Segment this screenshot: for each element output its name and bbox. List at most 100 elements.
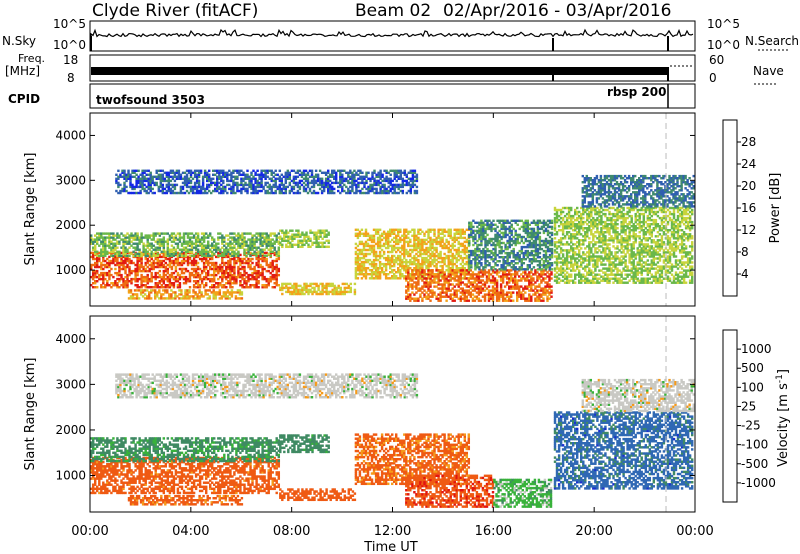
power-cell [118, 236, 121, 239]
power-cell [152, 263, 155, 267]
power-cell [104, 277, 107, 281]
power-cell [395, 179, 398, 183]
power-cell [96, 263, 99, 267]
power-cell [205, 277, 208, 281]
power-cell [132, 277, 135, 281]
power-cell [108, 234, 111, 237]
power-cell [106, 236, 109, 239]
power-cell [108, 246, 111, 249]
power-cell [128, 240, 131, 243]
power-cell [221, 284, 224, 287]
power-cell [275, 263, 278, 267]
power-cell [116, 250, 119, 254]
power-cell [325, 245, 328, 249]
power-cell [118, 265, 121, 269]
power-cell [273, 277, 276, 281]
power-cell [127, 169, 130, 173]
power-cell [186, 269, 190, 273]
power-cell [129, 289, 133, 292]
power-cell [134, 242, 137, 245]
power-cell [503, 285, 507, 288]
power-cell [166, 289, 169, 292]
power-cell [255, 277, 258, 281]
power-cell [209, 232, 212, 235]
power-cell [135, 293, 139, 296]
power-cell [114, 238, 117, 241]
power-cell [221, 275, 224, 279]
power-cell [104, 242, 107, 245]
power-cell [130, 252, 133, 256]
power-cell [228, 291, 232, 294]
power-cell [194, 275, 198, 279]
power-cell [277, 267, 281, 271]
power-cell [148, 236, 151, 239]
power-cell [301, 292, 304, 296]
power-cell [196, 267, 200, 271]
power-cell [112, 284, 115, 287]
power-cell [263, 257, 266, 261]
power-cell [384, 236, 388, 240]
power-cell [126, 232, 129, 235]
power-cell [433, 252, 436, 256]
power-cell [190, 240, 194, 243]
power-cell [110, 240, 113, 243]
power-cell [130, 269, 133, 273]
power-cell [313, 286, 316, 290]
power-cell [360, 240, 364, 244]
power-cell [407, 269, 410, 272]
power-cell [385, 179, 388, 183]
power-cell [190, 273, 194, 277]
power-cell [514, 275, 517, 278]
power-cell [227, 263, 230, 267]
power-cell [243, 250, 246, 254]
power-cell [249, 263, 252, 267]
power-cell [505, 291, 509, 294]
power-cell [433, 256, 436, 260]
power-cell [325, 233, 328, 236]
power-cell [114, 244, 117, 247]
power-cell [136, 254, 139, 258]
power-cell [200, 280, 204, 283]
power-cell [374, 250, 378, 254]
power-cell [158, 286, 162, 289]
power-cell [90, 255, 93, 259]
power-cell [124, 234, 127, 237]
power-cell [138, 259, 141, 263]
power-cell [148, 248, 151, 251]
power-cell [160, 263, 164, 267]
power-cell [102, 232, 105, 235]
station-title: Clyde River (fitACF) [92, 1, 258, 21]
power-cell [383, 183, 386, 187]
power-cell [278, 169, 282, 173]
power-cell [271, 263, 274, 267]
power-cell [273, 251, 276, 255]
power-cell [120, 263, 123, 267]
power-cell [143, 169, 146, 173]
power-cell [493, 277, 497, 280]
power-cell [108, 259, 111, 263]
power-cell [102, 246, 105, 249]
power-cell [307, 292, 310, 296]
power-cell [239, 284, 242, 287]
power-cell [124, 261, 127, 265]
power-cell [124, 275, 127, 279]
power-cell [203, 189, 207, 193]
power-cell [409, 295, 412, 298]
power-cell [162, 280, 166, 283]
power-cell [90, 263, 93, 267]
power-cell [134, 273, 137, 277]
power-cell [289, 241, 292, 245]
power-cell [481, 295, 485, 298]
power-cell [126, 236, 129, 239]
power-cell [235, 261, 238, 265]
power-cell [202, 265, 206, 269]
power-cell [182, 271, 186, 275]
power-cell [213, 286, 216, 289]
power-cell [421, 252, 424, 256]
power-cell [166, 257, 170, 261]
power-cell [120, 267, 123, 271]
power-cell [167, 179, 171, 183]
power-cell [274, 179, 277, 183]
power-cell [136, 277, 139, 281]
power-cell [162, 277, 166, 281]
